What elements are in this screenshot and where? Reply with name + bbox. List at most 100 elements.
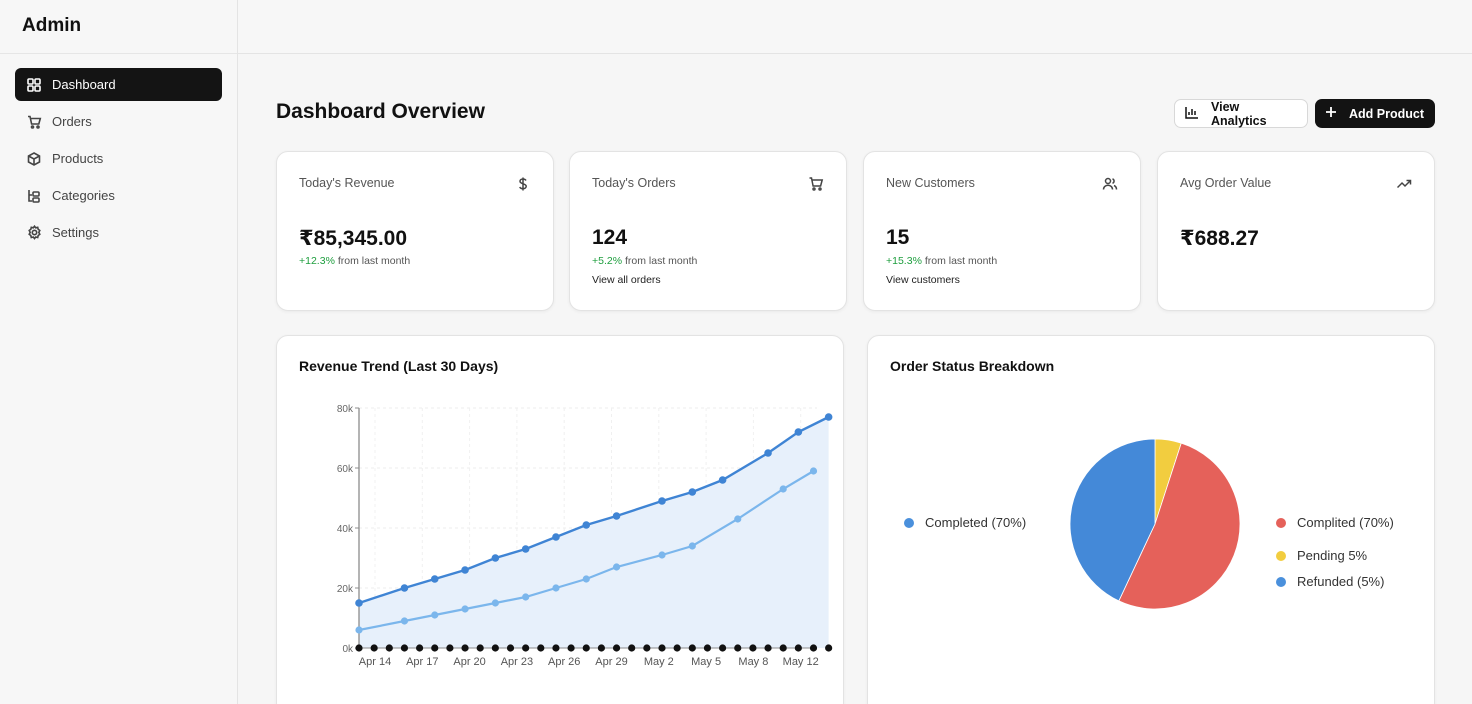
dashboard-icon bbox=[25, 76, 43, 94]
x-tick-label: May 8 bbox=[738, 656, 768, 668]
sidebar: Admin Dashboard Orders Products Categori… bbox=[0, 0, 238, 704]
sidebar-item-dashboard[interactable]: Dashboard bbox=[15, 68, 222, 101]
stat-card-revenue: Today's Revenue ₹85,345.00 +12.3% from l… bbox=[276, 151, 554, 311]
legend-label: Complited (70%) bbox=[1297, 515, 1394, 530]
baseline-point bbox=[764, 644, 772, 652]
baseline-point bbox=[385, 644, 393, 652]
stat-card-customers: New Customers 15 +15.3% from last month … bbox=[863, 151, 1141, 311]
series-1-point bbox=[521, 545, 530, 553]
series-1-point bbox=[688, 488, 697, 496]
baseline-point bbox=[734, 644, 742, 652]
panel-title: Revenue Trend (Last 30 Days) bbox=[299, 358, 499, 374]
legend-item-completed: Completed (70%) bbox=[904, 515, 1026, 530]
x-tick-label: May 12 bbox=[783, 656, 819, 668]
baseline-point bbox=[431, 644, 439, 652]
revenue-area bbox=[359, 417, 829, 648]
series-2-point bbox=[400, 617, 409, 625]
pie-slice-completed bbox=[1069, 438, 1156, 602]
x-tick-label: Apr 29 bbox=[595, 656, 627, 668]
view-analytics-button[interactable]: View Analytics bbox=[1174, 99, 1308, 128]
stat-card-orders: Today's Orders 124 +5.2% from last month… bbox=[569, 151, 847, 311]
stat-value: ₹85,345.00 bbox=[299, 227, 408, 250]
sidebar-item-label: Categories bbox=[52, 188, 115, 203]
series-2-point bbox=[522, 593, 530, 601]
baseline-point bbox=[476, 644, 484, 652]
legend-label: Pending 5% bbox=[1297, 548, 1368, 563]
stat-change-suffix: from last month bbox=[625, 255, 698, 267]
sidebar-item-settings[interactable]: Settings bbox=[15, 216, 222, 249]
baseline-point bbox=[673, 644, 681, 652]
series-1-point bbox=[824, 413, 833, 421]
stat-label: Today's Orders bbox=[592, 176, 676, 190]
sidebar-nav: Dashboard Orders Products Categories Set… bbox=[0, 54, 237, 267]
box-icon bbox=[25, 150, 43, 168]
stat-change: +15.3% from last month bbox=[886, 255, 997, 267]
baseline-point bbox=[658, 644, 666, 652]
series-1-point bbox=[794, 428, 803, 436]
legend-item-complited: Complited (70%) bbox=[1276, 515, 1394, 530]
baseline-point bbox=[612, 644, 621, 652]
trend-up-icon bbox=[1396, 176, 1412, 192]
series-2-point bbox=[658, 551, 666, 559]
sidebar-item-label: Orders bbox=[52, 114, 92, 129]
stat-change-percent: +5.2% bbox=[592, 255, 623, 267]
add-product-button[interactable]: Add Product bbox=[1315, 99, 1435, 128]
revenue-line-chart: 80k 60k 40k 20k 0k Apr 14 Apr 17 Apr 20 Apr 23 Ap… bbox=[337, 404, 833, 668]
baseline-point bbox=[779, 644, 787, 652]
baseline-point bbox=[461, 644, 469, 652]
x-tick-label: May 2 bbox=[644, 656, 674, 668]
series-2-point bbox=[688, 542, 696, 550]
stat-change-suffix: from last month bbox=[337, 255, 411, 267]
panel-title: Order Status Breakdown bbox=[890, 358, 1055, 374]
x-tick-label: Apr 23 bbox=[501, 656, 533, 668]
series-1-point bbox=[764, 449, 772, 457]
x-tick-label: Apr 20 bbox=[453, 656, 485, 668]
series-2-point bbox=[734, 515, 742, 523]
baseline-point bbox=[506, 644, 515, 652]
series-1-point bbox=[658, 497, 666, 505]
sidebar-item-products[interactable]: Products bbox=[15, 142, 222, 175]
sidebar-item-label: Products bbox=[52, 151, 104, 166]
dollar-icon bbox=[515, 176, 531, 192]
add-product-label: Add Product bbox=[1349, 106, 1424, 121]
baseline-point bbox=[719, 644, 727, 652]
stat-change: +12.3% from last month bbox=[299, 255, 410, 267]
legend-label: Completed (70%) bbox=[925, 515, 1027, 530]
series-1-point bbox=[552, 533, 560, 541]
pie-slice-complited bbox=[1118, 442, 1241, 610]
legend-dot bbox=[1276, 550, 1286, 561]
baseline-point bbox=[491, 644, 499, 652]
baseline-point bbox=[688, 644, 696, 652]
sidebar-item-orders[interactable]: Orders bbox=[15, 105, 222, 138]
y-tick-label: 0k bbox=[342, 644, 354, 655]
baseline-point bbox=[825, 644, 833, 652]
series-1-point bbox=[355, 599, 363, 607]
stat-value: 15 bbox=[886, 226, 910, 249]
stat-change-percent: +15.3% bbox=[886, 255, 922, 267]
x-tick-label: May 5 bbox=[691, 656, 721, 668]
legend-label: Refunded (5%) bbox=[1297, 574, 1385, 589]
sidebar-item-categories[interactable]: Categories bbox=[15, 179, 222, 212]
view-all-orders-link[interactable]: View all orders bbox=[592, 274, 661, 286]
x-tick-label: Apr 17 bbox=[406, 656, 438, 668]
view-customers-link[interactable]: View customers bbox=[886, 274, 960, 286]
baseline-point bbox=[628, 644, 636, 652]
series-1-point bbox=[718, 476, 727, 484]
stat-label: Today's Revenue bbox=[299, 176, 395, 190]
view-analytics-label: View Analytics bbox=[1211, 99, 1267, 128]
legend-item-pending: Pending 5% bbox=[1276, 548, 1367, 563]
stat-change-suffix: from last month bbox=[924, 255, 998, 267]
series-2-point bbox=[552, 584, 560, 592]
bar-chart-icon bbox=[1185, 106, 1211, 122]
legend-dot bbox=[904, 517, 914, 528]
baseline-point bbox=[809, 644, 818, 652]
legend-dot bbox=[1276, 517, 1286, 528]
series-1-point bbox=[400, 584, 409, 592]
legend-dot bbox=[1276, 576, 1286, 587]
legend-item-refunded: Refunded (5%) bbox=[1276, 574, 1384, 589]
baseline-point bbox=[582, 644, 590, 652]
series-1-point bbox=[612, 512, 621, 520]
series-2-point bbox=[491, 599, 499, 607]
y-tick-label: 60k bbox=[337, 464, 354, 475]
order-status-panel: Order Status Breakdown Completed (70%) C… bbox=[867, 335, 1435, 704]
